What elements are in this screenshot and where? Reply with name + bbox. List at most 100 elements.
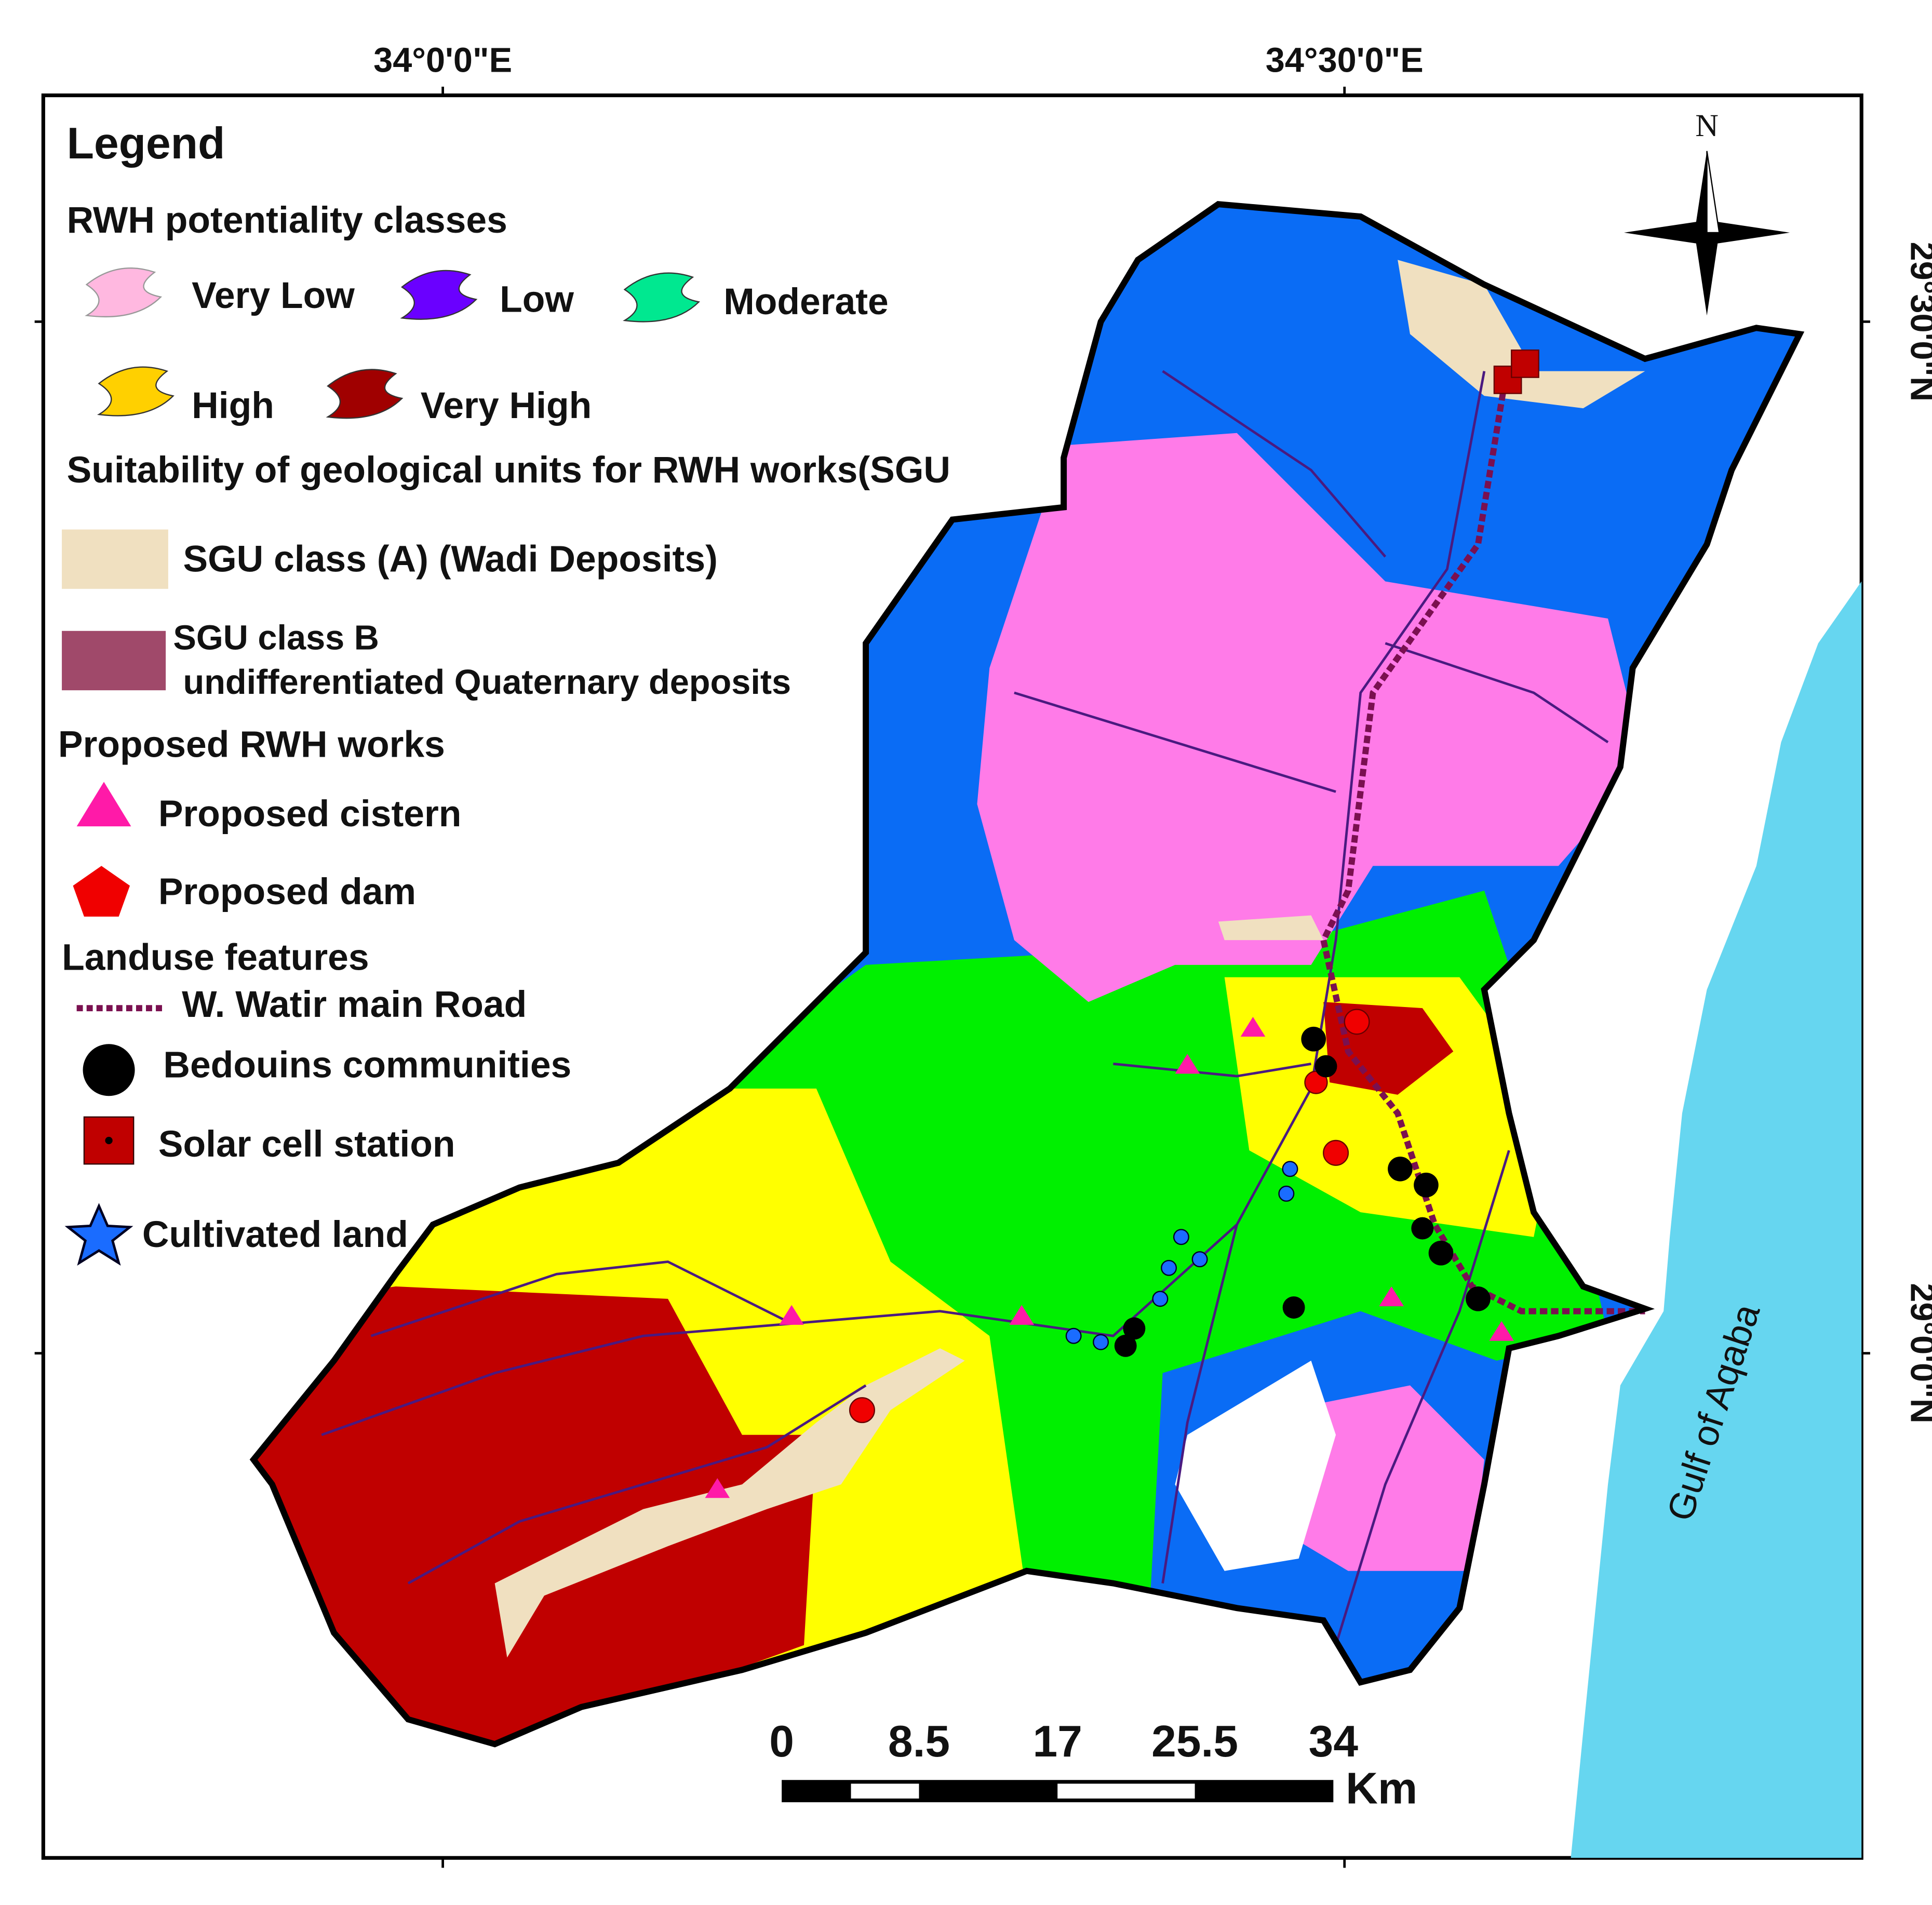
graticule-ticks [34, 86, 1870, 1868]
cultivated-land-part [1093, 1334, 1109, 1350]
solar-stations-part [1511, 349, 1539, 378]
legend-part: Proposed RWH works [58, 724, 445, 766]
potentiality-zones-part [1218, 915, 1324, 941]
legend-symbol [76, 782, 131, 827]
legend-part: SGU class B [173, 619, 379, 658]
dams-part [849, 1397, 875, 1424]
legend-swatch [326, 369, 404, 419]
north-arrow-part: N [1695, 108, 1719, 143]
north-arrow: N [1624, 108, 1790, 316]
cisterns-part [1379, 1286, 1404, 1307]
legend: Legend RWH potentiality classes Very Low… [58, 118, 950, 1266]
legend-swatch [62, 630, 166, 691]
cultivated-land-part [1065, 1327, 1082, 1344]
cisterns [705, 1016, 1514, 1498]
legend-part: Bedouins communities [163, 1044, 571, 1086]
drainage-part [1334, 1150, 1510, 1646]
sea [1571, 581, 1862, 1858]
bedouin-communities-part [1428, 1240, 1454, 1266]
legend-part: undifferentiated Quaternary deposits [183, 663, 791, 702]
drainage-part [370, 1260, 793, 1337]
lat-label: 29°0'0"N [1903, 1283, 1932, 1424]
cisterns-part [1240, 1016, 1266, 1037]
cultivated-land-part [1191, 1251, 1208, 1268]
legend-part [105, 1136, 113, 1145]
north-arrow-part [1706, 151, 1720, 234]
legend-symbol [83, 1044, 135, 1096]
dams [849, 1009, 1370, 1424]
scale-bar-part: 34 [1309, 1716, 1359, 1766]
scale-bar-part: 0 [769, 1716, 794, 1766]
legend-part: Very High [421, 385, 592, 426]
potentiality-zones-part [1398, 260, 1645, 409]
bedouin-communities-part [1301, 1026, 1326, 1052]
dams-part [1323, 1139, 1349, 1166]
legend-part: High [192, 385, 274, 426]
legend-part: RWH potentiality classes [67, 199, 507, 241]
legend-part: Moderate [723, 281, 889, 323]
legend-part: Very Low [192, 275, 355, 316]
bedouin-communities [1114, 1026, 1491, 1357]
potentiality-zones-part [1175, 1360, 1336, 1571]
legend-swatch [97, 366, 175, 417]
scale-bar-part: 8.5 [888, 1716, 950, 1766]
drainage-part [1162, 370, 1387, 558]
legend-swatch [85, 267, 163, 318]
cultivated-land-part [1282, 1161, 1298, 1177]
legend-part: SGU class (A) (Wadi Deposits) [183, 538, 717, 580]
legend-part: Landuse features [62, 936, 369, 978]
lon-label: 34°30'0"E [1266, 41, 1424, 79]
solar-stations [1493, 349, 1539, 394]
scale-bar-part: 17 [1033, 1716, 1082, 1766]
legend-part: Proposed dam [158, 871, 416, 913]
cultivated-land-part [1161, 1259, 1177, 1276]
bedouin-communities-part [1123, 1317, 1146, 1340]
drainage-part [1385, 642, 1609, 744]
legend-part: Suitability of geological units for RWH … [67, 449, 950, 491]
cisterns-part [1175, 1054, 1200, 1074]
legend-swatch [400, 270, 478, 320]
bedouin-communities-part [1411, 1217, 1434, 1240]
drainage-part [407, 1384, 867, 1585]
drainage [321, 370, 1609, 1646]
legend-part: Cultivated land [142, 1214, 408, 1255]
scale-bar-part [1057, 1783, 1195, 1799]
scale-bar-part: Km [1346, 1764, 1417, 1814]
legend-part: Low [500, 278, 574, 320]
cisterns-part [1489, 1321, 1514, 1341]
legend-swatch [62, 529, 168, 589]
bedouin-communities-part [1414, 1172, 1439, 1198]
drainage-part [321, 371, 1486, 1437]
potentiality-zones-part [977, 433, 1645, 1002]
bedouin-communities-part [1114, 1334, 1137, 1357]
lat-label: 29°30'0"N [1903, 242, 1932, 402]
bedouin-communities-part [1282, 1296, 1305, 1319]
cultivated-land-part [1152, 1291, 1169, 1307]
potentiality-zones-part [494, 1348, 965, 1658]
cisterns-part [705, 1478, 730, 1498]
cultivated-land-part [1278, 1185, 1295, 1202]
potentiality-zones-part [1286, 1385, 1484, 1571]
lon-label: 34°0'0"E [373, 41, 512, 79]
cisterns-part [779, 1305, 804, 1325]
legend-part: W. Watir main Road [182, 984, 527, 1025]
bedouin-communities-part [1388, 1156, 1413, 1182]
drainage-part [1161, 1224, 1238, 1584]
legend-swatch [623, 272, 700, 323]
scale-bar: 0 8.5 17 25.5 34 Km [769, 1716, 1417, 1813]
legend-symbol [64, 1203, 133, 1266]
cultivated-land-part [1173, 1229, 1189, 1245]
bedouin-communities-part [1314, 1055, 1337, 1078]
dams-part [1344, 1009, 1370, 1035]
bedouin-communities-part [1466, 1286, 1491, 1311]
drainage-part [1113, 1062, 1311, 1078]
drainage-part [1014, 691, 1336, 793]
legend-part: Legend [67, 118, 225, 168]
legend-part: Solar cell station [158, 1123, 455, 1165]
cisterns-part [1009, 1305, 1034, 1325]
legend-part: Proposed cistern [158, 793, 462, 835]
cultivated-land [1065, 1161, 1298, 1350]
